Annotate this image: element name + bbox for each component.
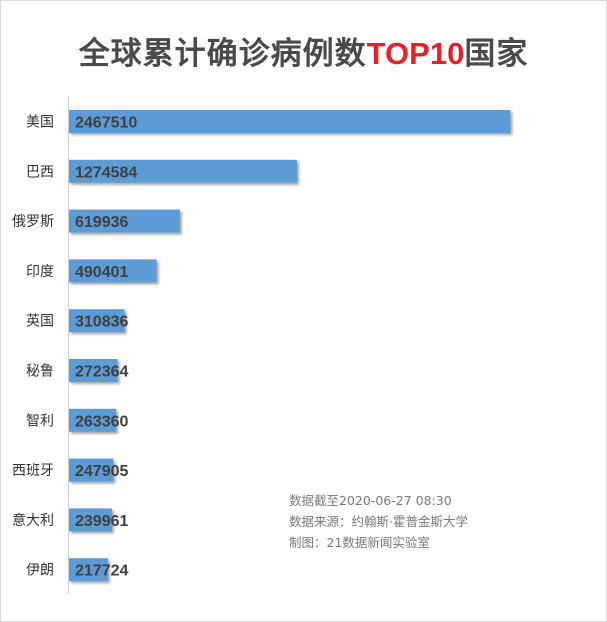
title-highlight: TOP10 bbox=[366, 36, 465, 71]
value-label: 490401 bbox=[75, 264, 128, 281]
category-label: 印度 bbox=[26, 264, 54, 280]
value-label: 247905 bbox=[75, 463, 128, 480]
bar bbox=[69, 508, 112, 532]
title-suffix: 国家 bbox=[464, 36, 529, 72]
chart-notes: 数据截至2020-06-27 08:30 数据来源：约翰斯·霍普金斯大学 制图：… bbox=[289, 490, 468, 553]
bar bbox=[69, 458, 114, 482]
value-label: 619936 bbox=[75, 214, 128, 231]
category-label: 英国 bbox=[26, 313, 54, 330]
bar bbox=[69, 309, 125, 333]
bar bbox=[69, 209, 180, 233]
value-label: 239961 bbox=[75, 513, 128, 530]
bar bbox=[69, 359, 118, 382]
category-label: 俄罗斯 bbox=[12, 214, 54, 230]
category-label: 美国 bbox=[26, 115, 54, 131]
chart-title: 全球累计确诊病例数TOP10国家 bbox=[0, 28, 607, 73]
category-label: 西班牙 bbox=[12, 463, 54, 479]
category-label: 智利 bbox=[26, 413, 54, 429]
title-main: 全球累计确诊病例数 bbox=[78, 36, 367, 72]
value-label: 1274584 bbox=[75, 164, 137, 181]
bar bbox=[69, 259, 157, 283]
bar bbox=[69, 558, 108, 582]
bars-group bbox=[69, 110, 511, 582]
category-label: 秘鲁 bbox=[26, 364, 54, 380]
category-label: 意大利 bbox=[12, 512, 54, 529]
value-label: 272364 bbox=[75, 364, 128, 381]
value-label: 217724 bbox=[75, 563, 128, 580]
value-labels: 2467510 1274584 619936 490401 310836 272364 26… bbox=[75, 115, 137, 580]
value-label: 2467510 bbox=[75, 115, 137, 132]
category-label: 伊朗 bbox=[26, 563, 54, 579]
value-label: 263360 bbox=[75, 413, 128, 430]
source-note: 数据来源：约翰斯·霍普金斯大学 bbox=[289, 514, 468, 529]
bar bbox=[69, 408, 117, 432]
maker-note: 制图：21数据新闻实验室 bbox=[289, 535, 430, 550]
bar bbox=[69, 110, 511, 133]
bar bbox=[69, 159, 297, 183]
value-label: 310836 bbox=[75, 314, 128, 331]
category-label: 巴西 bbox=[26, 164, 54, 180]
data-cutoff-note: 数据截至2020-06-27 08:30 bbox=[289, 493, 452, 508]
